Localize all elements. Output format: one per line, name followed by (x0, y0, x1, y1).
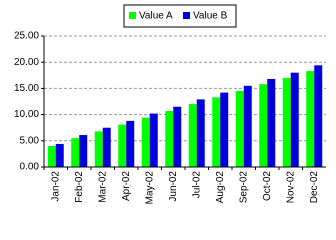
y-tick-label: 25.00 (14, 31, 39, 42)
y-tick-label: 20.00 (14, 57, 39, 68)
x-tick-label: Jun-02 (168, 171, 179, 202)
bar (243, 85, 252, 167)
legend-box (123, 4, 237, 28)
y-tick-label: 15.00 (14, 83, 39, 94)
bar (94, 131, 103, 167)
y-tick-label: 5.00 (20, 135, 40, 146)
bar (267, 78, 276, 167)
bar (102, 127, 111, 167)
bar (141, 117, 150, 167)
x-tick-label: Jan-02 (50, 171, 61, 202)
bar (220, 92, 229, 167)
chart: 0.00 5.00 10.00 15.00 20.00 25.00 Jan-02 Feb-02… (14, 4, 326, 205)
legend-label: Value A (139, 11, 173, 22)
bar (306, 71, 315, 167)
bar (47, 146, 56, 167)
bar (165, 110, 174, 167)
bar (173, 106, 182, 167)
x-tick-label: Mar-02 (97, 171, 108, 203)
x-tick-label: Jul-02 (191, 171, 202, 199)
x-tick-label: Aug-02 (215, 171, 226, 204)
y-tick-label: 0.00 (20, 162, 40, 173)
bar (282, 77, 291, 167)
bar (126, 120, 135, 167)
bar (235, 91, 244, 167)
bar (188, 104, 197, 167)
x-tick-label: Dec-02 (309, 171, 320, 204)
legend-swatch (183, 12, 190, 19)
bar (118, 124, 127, 167)
y-tick-label: 10.00 (14, 109, 39, 120)
legend-label: Value B (193, 11, 228, 22)
bar (149, 113, 158, 167)
bar (290, 72, 299, 167)
bar (196, 99, 205, 167)
x-tick-label: Nov-02 (285, 171, 296, 204)
bar (259, 84, 268, 167)
bar (71, 138, 80, 167)
bar (314, 65, 323, 167)
x-tick-label: Oct-02 (262, 171, 273, 201)
x-tick-label: May-02 (144, 171, 155, 205)
x-tick-label: Sep-02 (238, 171, 249, 204)
bar (79, 135, 88, 167)
bar (212, 97, 221, 167)
legend-swatch (129, 12, 136, 19)
x-tick-label: Apr-02 (121, 171, 132, 201)
bar (55, 143, 64, 167)
x-tick-label: Feb-02 (74, 171, 85, 203)
